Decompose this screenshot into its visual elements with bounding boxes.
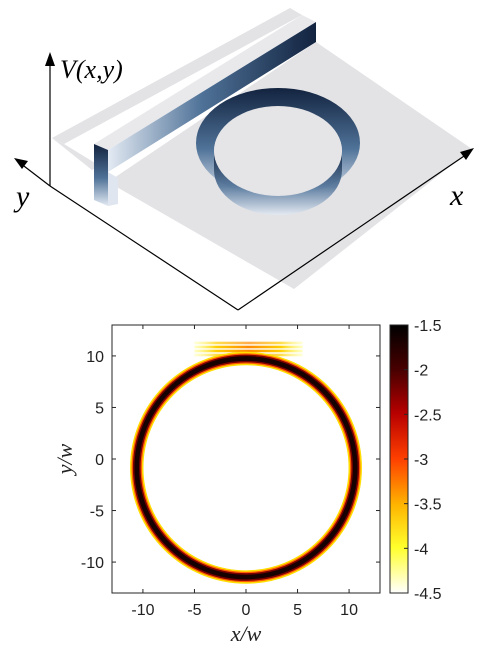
y-tick-label: 0 bbox=[95, 452, 104, 469]
potential-surface-panel: V(x,y) y x bbox=[13, 8, 474, 311]
x-axis-title: x/w bbox=[230, 621, 262, 646]
colorbar-tick-label: -3.5 bbox=[414, 497, 442, 514]
plot-background bbox=[112, 325, 380, 593]
colorbar-tick-label: -1.5 bbox=[414, 318, 442, 335]
y-tick-label: -10 bbox=[81, 555, 104, 572]
x-tick-label: 5 bbox=[293, 602, 302, 619]
y-tick-label: 5 bbox=[95, 400, 104, 417]
ring-inner-disk-top bbox=[214, 107, 342, 195]
waveguide-fringe bbox=[194, 345, 303, 349]
waveguide-end-face bbox=[94, 144, 108, 206]
ring-mode bbox=[130, 351, 362, 584]
v-axis-arrow bbox=[45, 52, 55, 66]
potential-plateau-strip bbox=[52, 138, 100, 170]
waveguide-fringe bbox=[194, 341, 303, 345]
colorbar-tick-label: -4.5 bbox=[414, 586, 442, 603]
colorbar-tick-label: -3 bbox=[414, 452, 428, 469]
ring-inner-wall bbox=[214, 151, 342, 215]
x-axis-label: x bbox=[449, 179, 464, 212]
y-tick-label: -5 bbox=[90, 504, 104, 521]
ring-core bbox=[134, 356, 358, 580]
y-axis-label: y bbox=[13, 180, 30, 213]
waveguide-top-face bbox=[94, 15, 316, 150]
x-tick-label: -5 bbox=[187, 602, 201, 619]
y-axis-title: y/w bbox=[52, 443, 77, 476]
potential-axes bbox=[19, 56, 471, 311]
colorbar-tick-label: -2 bbox=[414, 363, 428, 380]
x-tick-label: -10 bbox=[131, 602, 154, 619]
x-tick-label: 10 bbox=[340, 602, 358, 619]
potential-plateau-left bbox=[52, 8, 302, 144]
plot-ticks: -10 -5 0 5 10 10 5 0 -5 -10 bbox=[81, 325, 380, 619]
y-tick-label: 10 bbox=[86, 349, 104, 366]
colorbar-tick-label: -4 bbox=[414, 541, 428, 558]
y-axis-arrow bbox=[14, 158, 28, 169]
v-axis-label: V(x,y) bbox=[60, 55, 123, 84]
x-axis-arrow bbox=[460, 148, 474, 160]
x-tick-label: 0 bbox=[242, 602, 251, 619]
colorbar-ticks: -1.5 -2 -2.5 -3 -3.5 -4 -4.5 bbox=[404, 318, 442, 603]
waveguide-fringe bbox=[194, 349, 303, 353]
colorbar-tick-label: -2.5 bbox=[414, 407, 442, 424]
waveguide-end-side bbox=[108, 172, 118, 206]
waveguide-side-wall bbox=[108, 22, 316, 172]
